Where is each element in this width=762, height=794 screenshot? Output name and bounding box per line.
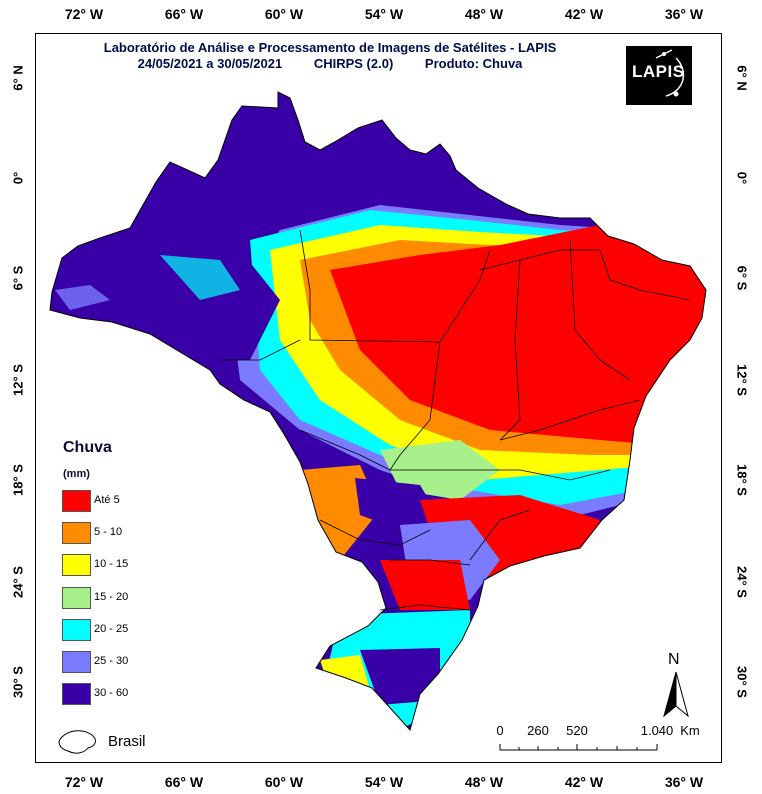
lon-tick-top: 48° W [464, 6, 504, 22]
scale-label: 520 [566, 723, 588, 738]
legend-swatch [62, 490, 91, 512]
legend-swatch [62, 554, 91, 576]
legend-label: 10 - 15 [94, 558, 129, 570]
product-label: Produto: Chuva [424, 56, 523, 71]
legend-unit: (mm) [63, 468, 90, 480]
lat-tick-left: 0° [10, 171, 26, 185]
lat-tick-left: 6° N [10, 65, 26, 91]
lat-tick-left: 18° S [10, 464, 26, 496]
lon-tick-bottom: 54° W [364, 774, 404, 790]
scale-bar [499, 744, 658, 751]
period-label: 24/05/2021 a 30/05/2021 [137, 56, 283, 71]
legend-swatch [62, 587, 91, 609]
lon-tick-top: 72° W [64, 6, 104, 22]
logo-text: LAPIS [632, 62, 685, 81]
lon-tick-bottom: 36° W [664, 774, 704, 790]
lon-tick-top: 66° W [164, 6, 204, 22]
lon-tick-bottom: 60° W [264, 774, 304, 790]
scale-label: 1.040 [640, 723, 674, 738]
legend-label: 30 - 60 [94, 687, 129, 699]
lon-tick-bottom: 48° W [464, 774, 504, 790]
lon-tick-bottom: 66° W [164, 774, 204, 790]
legend-swatch [62, 619, 91, 641]
rainfall-map [49, 91, 707, 754]
source-label: CHIRPS (2.0) [313, 56, 394, 71]
map-title: Laboratório de Análise e Processamento d… [103, 40, 557, 55]
lat-tick-right: 0° [734, 171, 750, 185]
satellite-icon [655, 49, 685, 97]
legend-label: Até 5 [94, 494, 120, 506]
north-label: N [668, 651, 680, 668]
lon-tick-bottom: 72° W [64, 774, 104, 790]
legend-swatch [62, 683, 91, 705]
lat-tick-left: 12° S [10, 364, 26, 396]
brasil-outline-icon [58, 730, 96, 754]
lon-tick-top: 54° W [364, 6, 404, 22]
lat-tick-left: 30° S [10, 666, 26, 698]
scale-label: 260 [527, 723, 549, 738]
lon-tick-top: 42° W [564, 6, 604, 22]
legend-title: Chuva [63, 439, 112, 456]
lon-tick-top: 60° W [264, 6, 304, 22]
lat-tick-right: 18° S [734, 464, 750, 496]
legend-swatch [62, 651, 91, 673]
legend-label: 25 - 30 [94, 655, 129, 667]
legend-label: 15 - 20 [94, 591, 129, 603]
north-arrow-icon [663, 671, 689, 718]
legend-label: 5 - 10 [94, 526, 123, 538]
lapis-logo: LAPIS [626, 46, 692, 105]
lat-tick-right: 12° S [734, 364, 750, 396]
scale-label: 0 [496, 723, 504, 738]
legend-swatch [62, 522, 91, 544]
lon-tick-bottom: 42° W [564, 774, 604, 790]
lon-tick-top: 36° W [664, 6, 704, 22]
lat-tick-left: 6° S [10, 265, 26, 291]
lat-tick-right: 6° S [734, 265, 750, 291]
lat-tick-right: 6° N [734, 65, 750, 91]
lat-tick-left: 24° S [10, 566, 26, 598]
map-subtitle: 24/05/2021 a 30/05/2021 CHIRPS (2.0) Pro… [40, 56, 620, 71]
lat-tick-right: 30° S [734, 666, 750, 698]
boundary-legend-label: Brasil [108, 733, 146, 750]
scale-unit: Km [680, 723, 700, 738]
lat-tick-right: 24° S [734, 566, 750, 598]
legend-label: 20 - 25 [94, 623, 129, 635]
